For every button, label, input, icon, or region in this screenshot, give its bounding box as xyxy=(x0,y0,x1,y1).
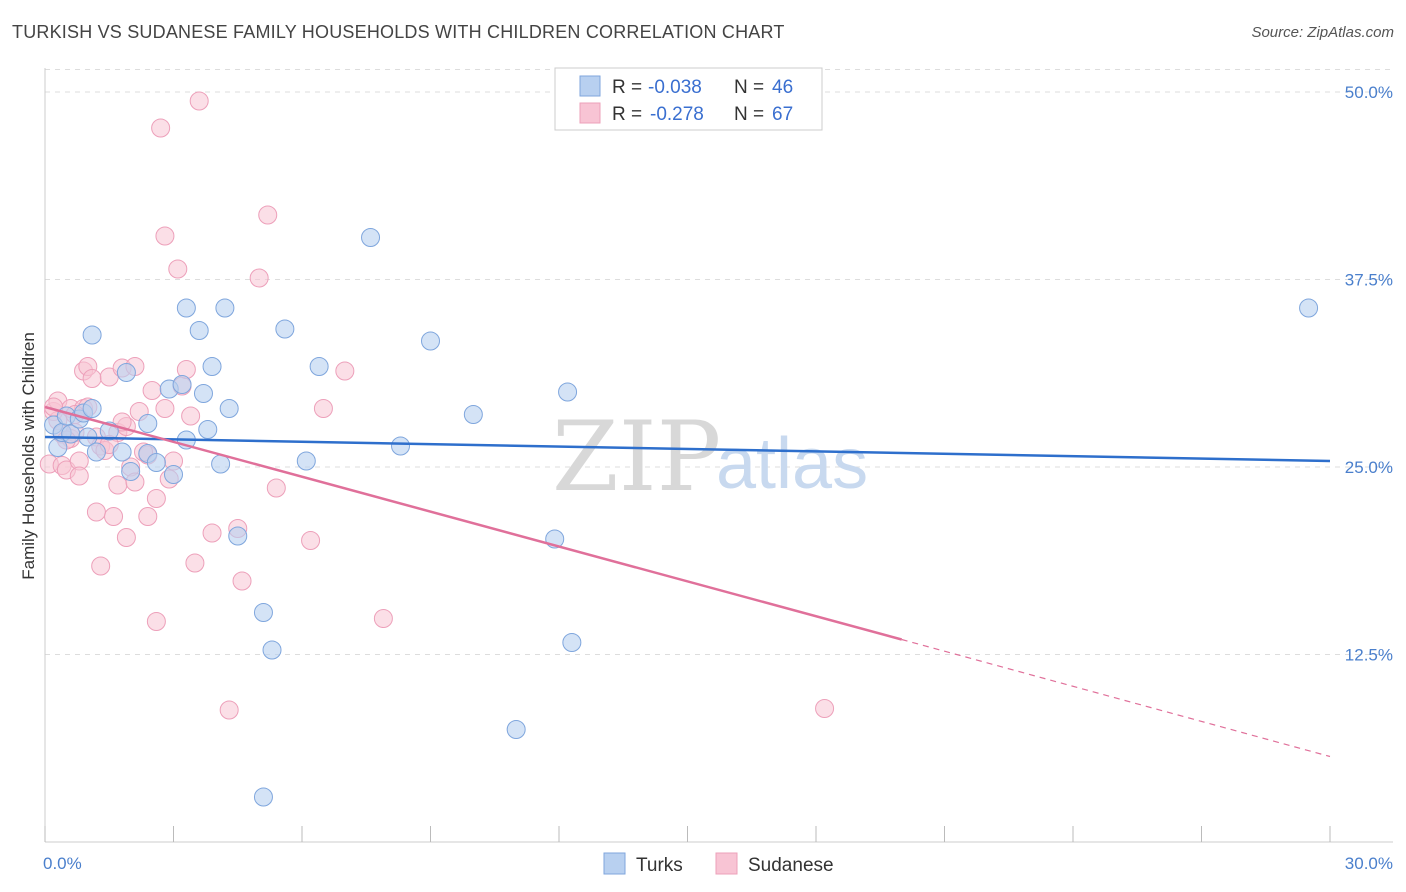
point-sudanese xyxy=(202,523,222,543)
point-sudanese xyxy=(69,466,89,486)
legend-sudanese-r-value: -0.278 xyxy=(650,104,704,125)
axes xyxy=(44,68,1393,843)
point-turks xyxy=(558,382,578,402)
trend-lines xyxy=(44,405,1331,758)
legend-box: R = -0.038 N = 46 R = -0.278 N = 67 xyxy=(554,67,823,131)
bottom-legend-swatch-turks xyxy=(603,852,626,875)
point-turks xyxy=(121,462,141,481)
point-turks xyxy=(309,357,329,376)
chart-title: TURKISH VS SUDANESE FAMILY HOUSEHOLDS WI… xyxy=(12,22,785,42)
point-sudanese xyxy=(301,531,321,550)
watermark-zip: ZIP xyxy=(552,401,721,513)
legend-turks-n-label: N = xyxy=(734,77,764,98)
legend-turks-n-value: 46 xyxy=(772,77,793,98)
legend-sudanese-n-label: N = xyxy=(734,104,764,125)
point-turks xyxy=(262,640,282,660)
y-axis-label: Family Households with Children xyxy=(19,332,38,580)
point-turks xyxy=(361,228,381,247)
legend-turks-r-label: R = xyxy=(612,77,642,98)
point-turks xyxy=(202,357,222,376)
point-turks xyxy=(86,442,106,462)
bottom-legend: Turks Sudanese xyxy=(603,852,834,876)
point-turks xyxy=(198,420,218,439)
trend-line-sudanese-extension xyxy=(901,638,1331,758)
y-axis-ticks: 12.5% 25.0% 37.5% 50.0% xyxy=(1345,83,1393,665)
point-sudanese xyxy=(104,507,124,526)
point-sudanese xyxy=(138,507,158,526)
point-sudanese xyxy=(181,406,201,426)
point-turks xyxy=(176,298,196,318)
point-sudanese xyxy=(155,226,175,246)
point-turks xyxy=(82,399,102,418)
point-turks xyxy=(228,526,248,546)
point-turks xyxy=(112,442,132,462)
legend-swatch-turks xyxy=(579,75,601,97)
point-turks xyxy=(146,453,166,472)
y-tick-label: 12.5% xyxy=(1345,646,1393,665)
y-tick-label: 37.5% xyxy=(1345,271,1393,290)
point-turks xyxy=(275,319,295,339)
point-turks xyxy=(296,451,316,471)
point-sudanese xyxy=(108,475,128,495)
x-axis-ticks: 0.0% 30.0% xyxy=(43,854,1393,873)
point-sudanese xyxy=(232,571,252,591)
bottom-legend-swatch-sudanese xyxy=(715,852,738,875)
x-tick-label-min: 0.0% xyxy=(43,854,82,873)
point-turks xyxy=(463,405,483,424)
point-sudanese xyxy=(168,259,188,279)
bottom-legend-sudanese: Sudanese xyxy=(748,855,834,876)
point-sudanese xyxy=(86,502,106,522)
point-sudanese xyxy=(249,268,269,288)
point-sudanese xyxy=(815,699,835,718)
point-turks xyxy=(253,787,273,807)
point-sudanese xyxy=(146,612,166,631)
point-sudanese xyxy=(91,556,111,576)
point-sudanese xyxy=(219,700,239,720)
point-turks xyxy=(82,325,102,345)
point-turks xyxy=(1299,298,1319,318)
series-turks-points xyxy=(44,228,1319,807)
y-tick-label: 50.0% xyxy=(1345,83,1393,102)
point-turks xyxy=(193,384,213,403)
point-sudanese xyxy=(258,205,278,225)
point-turks xyxy=(562,633,582,652)
point-turks xyxy=(391,436,411,456)
trend-line-turks xyxy=(44,435,1331,463)
x-tick-label-max: 30.0% xyxy=(1345,854,1393,873)
point-sudanese xyxy=(142,381,162,400)
point-turks xyxy=(506,720,526,739)
legend-turks-r-value: -0.038 xyxy=(648,77,702,98)
source-credit: Source: ZipAtlas.com xyxy=(1251,24,1394,41)
point-turks xyxy=(116,363,136,382)
point-turks xyxy=(211,454,231,474)
point-sudanese xyxy=(313,399,333,418)
point-sudanese xyxy=(189,91,209,111)
y-tick-label: 25.0% xyxy=(1345,458,1393,477)
gridlines xyxy=(45,69,1393,655)
point-sudanese xyxy=(185,553,205,573)
point-turks xyxy=(138,414,158,433)
legend-sudanese-r-label: R = xyxy=(612,104,642,125)
point-sudanese xyxy=(335,361,355,381)
legend-swatch-sudanese xyxy=(579,102,601,124)
point-turks xyxy=(421,331,440,351)
point-turks xyxy=(189,321,209,340)
point-sudanese xyxy=(373,609,393,628)
point-turks xyxy=(164,465,183,484)
point-sudanese xyxy=(116,528,136,547)
point-sudanese xyxy=(82,369,102,388)
trend-line-sudanese xyxy=(44,405,902,641)
point-turks xyxy=(219,399,239,418)
point-sudanese xyxy=(146,489,166,508)
point-turks xyxy=(253,603,273,622)
point-turks xyxy=(172,375,192,394)
legend-sudanese-n-value: 67 xyxy=(772,104,793,125)
watermark-atlas: atlas xyxy=(716,424,868,504)
point-turks xyxy=(215,298,235,318)
bottom-legend-turks: Turks xyxy=(636,855,683,876)
point-sudanese xyxy=(151,118,171,138)
point-sudanese xyxy=(155,399,175,418)
point-sudanese xyxy=(266,478,286,498)
